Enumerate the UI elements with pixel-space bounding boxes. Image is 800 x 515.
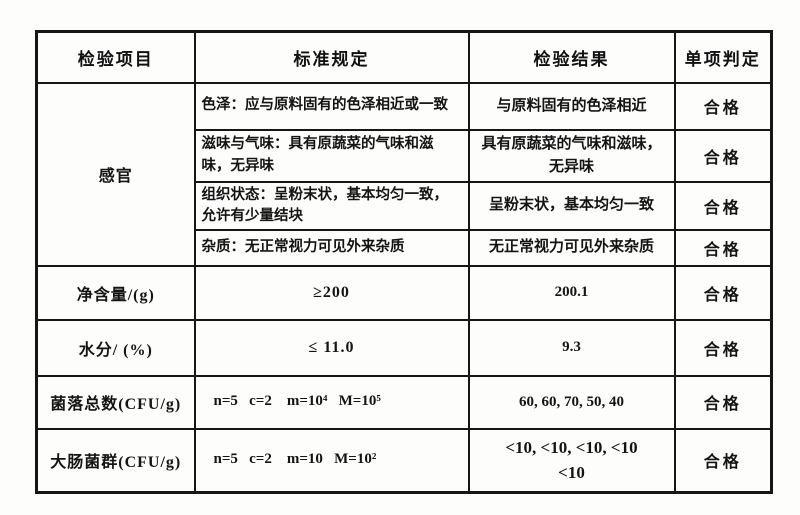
item-cell-net-content: 净含量/(g) <box>35 264 196 321</box>
table-row-color: 感官 色泽：应与原料固有的色泽相近或一致 与原料固有的色泽相近 合格 <box>35 81 773 267</box>
verdict-cell: 合格 <box>673 228 773 267</box>
column-header-standard: 标准规定 <box>193 30 470 84</box>
table-row-coliform: 大肠菌群(CFU/g) n=5 c=2 m=10 M=10² <10, <10,… <box>35 427 773 494</box>
item-cell-total-colony: 菌落总数(CFU/g) <box>35 374 196 430</box>
result-cell: 具有原蔬菜的气味和滋味， 无异味 <box>467 128 676 183</box>
verdict-cell: 合格 <box>673 81 773 131</box>
verdict-cell: 合格 <box>673 128 773 183</box>
result-cell: 60, 60, 70, 50, 40 <box>467 374 676 430</box>
standard-cell: ≤ 11.0 <box>193 318 470 377</box>
table-row-net-content: 净含量/(g) ≥200 200.1 合格 <box>35 264 773 321</box>
result-cell: 与原料固有的色泽相近 <box>467 81 676 131</box>
standard-cell: 组织状态：呈粉末状，基本均匀一致， 允许有少量结块 <box>193 180 470 231</box>
result-cell: <10, <10, <10, <10 <10 <box>467 427 676 494</box>
standard-cell: 滋味与气味：具有原蔬菜的气味和滋 味，无异味 <box>193 128 470 183</box>
result-cell: 200.1 <box>467 264 676 321</box>
table-row-taste-odor: 滋味与气味：具有原蔬菜的气味和滋 味，无异味 具有原蔬菜的气味和滋味， 无异味 … <box>37 128 773 183</box>
standard-cell: 色泽：应与原料固有的色泽相近或一致 <box>193 81 470 131</box>
column-header-item: 检验项目 <box>35 30 196 84</box>
standard-cell: n=5 c=2 m=10 M=10² <box>193 427 470 494</box>
verdict-cell: 合格 <box>673 318 773 377</box>
verdict-cell: 合格 <box>673 374 773 430</box>
table-row-texture: 组织状态：呈粉末状，基本均匀一致， 允许有少量结块 呈粉末状，基本均匀一致 合格 <box>37 180 773 231</box>
column-header-result: 检验结果 <box>467 30 676 84</box>
column-header-verdict: 单项判定 <box>673 30 773 84</box>
table-row-total-colony: 菌落总数(CFU/g) n=5 c=2 m=10⁴ M=10⁵ 60, 60, … <box>35 374 773 430</box>
item-cell-moisture: 水分/ (%) <box>35 318 196 377</box>
header-row: 检验项目 标准规定 检验结果 单项判定 <box>35 30 773 84</box>
item-cell-coliform: 大肠菌群(CFU/g) <box>35 427 196 494</box>
standard-cell: n=5 c=2 m=10⁴ M=10⁵ <box>193 374 470 430</box>
table-row-impurity: 杂质：无正常视力可见外来杂质 无正常视力可见外来杂质 合格 <box>37 228 773 267</box>
verdict-cell: 合格 <box>673 427 773 494</box>
inspection-report-table: 检验项目 标准规定 检验结果 单项判定 感官 色泽：应与原料固有的色泽相近或一致… <box>35 30 773 495</box>
item-cell-sensory: 感官 <box>35 81 196 267</box>
table-row-moisture: 水分/ (%) ≤ 11.0 9.3 合格 <box>35 318 773 377</box>
standard-cell: 杂质：无正常视力可见外来杂质 <box>193 228 470 267</box>
result-cell: 无正常视力可见外来杂质 <box>467 228 676 267</box>
standard-cell: ≥200 <box>193 264 470 321</box>
verdict-cell: 合格 <box>673 264 773 321</box>
verdict-cell: 合格 <box>673 180 773 231</box>
result-cell: 9.3 <box>467 318 676 377</box>
result-cell: 呈粉末状，基本均匀一致 <box>467 180 676 231</box>
